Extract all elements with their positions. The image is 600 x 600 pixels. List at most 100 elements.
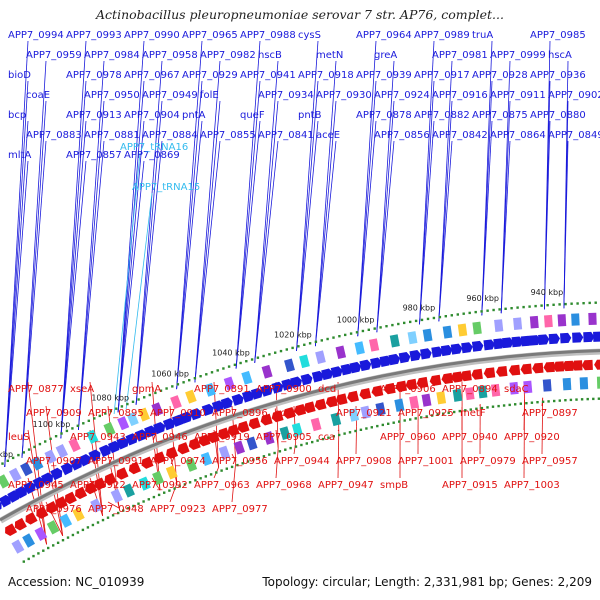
scale-dot	[580, 398, 584, 401]
reverse-feature-block	[523, 380, 533, 394]
forward-feature-block	[588, 312, 597, 326]
scale-dot	[262, 354, 265, 358]
forward-gene-arrow	[211, 400, 224, 413]
gene-label-biod: bioD	[8, 70, 31, 81]
forward-feature-block	[30, 456, 44, 471]
gene-label-app7-0943: APP7_0943	[70, 432, 126, 443]
scale-dot	[256, 356, 260, 359]
callout-line	[21, 140, 47, 458]
scale-dot	[44, 440, 47, 443]
reverse-gene-arrow	[55, 496, 68, 509]
scale-dot	[361, 329, 365, 333]
reverse-gene-arrow	[303, 401, 316, 414]
gene-label-app7-0982: APP7_0982	[200, 50, 256, 61]
scale-dot	[420, 318, 424, 322]
callout-line	[235, 40, 261, 369]
scale-dot	[22, 560, 25, 563]
gene-label-app7-1003: APP7_1003	[504, 480, 560, 491]
scale-dot	[182, 381, 185, 384]
forward-gene-arrow	[583, 331, 595, 343]
gene-label-app7-0940: APP7_0940	[442, 432, 498, 443]
forward-feature-block	[457, 323, 468, 337]
callout-line	[376, 140, 395, 333]
callout-line	[117, 120, 145, 413]
reverse-gene-arrow	[260, 413, 273, 426]
scale-dot	[534, 304, 537, 308]
scale-dot	[519, 402, 522, 405]
callout-line	[541, 397, 544, 455]
reverse-feature-block	[233, 440, 246, 455]
forward-gene-arrow	[231, 393, 244, 406]
reverse-gene-arrow	[283, 407, 296, 419]
gene-label-app7-0877: APP7_0877	[8, 384, 64, 395]
gene-label-hscb: hscB	[258, 50, 282, 61]
gene-label-app7-0925: APP7_0925	[398, 408, 454, 419]
scale-dot	[81, 528, 85, 532]
scale-dot	[117, 511, 120, 515]
scale-dot	[132, 504, 135, 508]
reverse-gene-arrow	[383, 382, 396, 395]
gene-label-cca: cca	[318, 432, 335, 443]
reverse-gene-arrow	[314, 398, 327, 411]
callout-line	[376, 60, 395, 333]
callout-line	[78, 60, 105, 431]
scale-dot	[558, 303, 561, 306]
forward-feature-block	[335, 345, 347, 360]
scale-dot	[365, 427, 368, 430]
callout-line	[60, 120, 87, 439]
scale-dot	[33, 445, 36, 449]
gene-label-app7-0968: APP7_0968	[256, 480, 312, 491]
scale-dot	[462, 312, 465, 315]
forward-gene-arrow	[281, 378, 294, 391]
reverse-feature-block	[152, 470, 165, 486]
gene-label-app7-0947: APP7_0947	[318, 480, 374, 491]
reverse-feature-block	[477, 385, 488, 399]
reverse-gene-arrow	[520, 363, 532, 375]
scale-dot	[426, 317, 430, 321]
forward-feature-block	[126, 412, 139, 427]
scale-dot	[199, 375, 202, 378]
callout-line	[500, 140, 511, 314]
scale-dot	[131, 400, 135, 403]
scale-dot	[278, 450, 282, 453]
forward-gene-arrow	[593, 331, 600, 342]
gene-label-app7-0957: APP7_0957	[522, 456, 578, 467]
forward-gene-arrow	[471, 340, 484, 352]
gene-label-app7-0923: APP7_0923	[150, 504, 206, 515]
gene-label-pnta: pntA	[182, 110, 206, 121]
callout-line	[563, 140, 569, 309]
genome-backbone	[0, 349, 600, 522]
forward-feature-block	[557, 314, 567, 327]
forward-feature-block	[151, 402, 164, 417]
scale-dot	[582, 302, 585, 305]
callout-line	[78, 140, 105, 431]
callout-line	[107, 501, 120, 509]
gene-label-app7-0945: APP7_0945	[8, 480, 64, 491]
callout-line	[315, 140, 337, 347]
scale-dot	[222, 367, 225, 370]
scale-dot	[157, 493, 161, 497]
gene-label-app7-0864: APP7_0864	[490, 130, 546, 141]
reverse-feature-block	[279, 426, 291, 440]
scale-dot	[27, 557, 30, 561]
forward-feature-block	[103, 421, 116, 437]
reverse-feature-track	[5, 359, 600, 554]
forward-gene-arrow	[179, 411, 192, 424]
scale-dot	[289, 446, 292, 450]
callout-line	[135, 100, 163, 405]
scale-dot	[403, 419, 406, 422]
callout-line	[60, 80, 87, 439]
reverse-gene-arrow	[371, 385, 384, 397]
forward-gene-arrow	[0, 494, 11, 508]
gene-label-app7-0906: APP7_0906	[380, 384, 436, 395]
gene-label-app7-0897: APP7_0897	[522, 408, 578, 419]
scale-dot	[546, 304, 549, 307]
reverse-gene-arrow	[471, 368, 483, 380]
scale-dot	[464, 409, 467, 412]
forward-gene-arrow	[420, 348, 432, 360]
callout-line	[4, 120, 29, 468]
gene-label-metf: metF	[460, 408, 486, 419]
reverse-gene-arrow	[198, 434, 211, 447]
forward-gene-arrow	[125, 433, 138, 446]
scale-dot	[163, 491, 166, 494]
